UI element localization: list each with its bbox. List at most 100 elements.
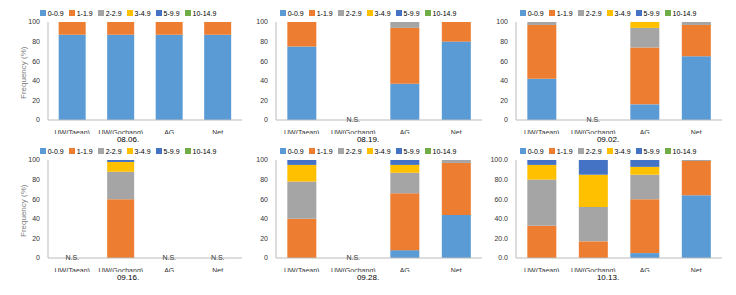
html-text:0-0.9: 0-0.9 [47,9,64,17]
svg-text:80: 80 [32,176,40,183]
svg-text:AG: AG [400,267,410,272]
html-text:1-1.9: 1-1.9 [76,9,93,17]
svg-text:100.0: 100.0 [490,156,508,163]
svg-text:20: 20 [32,97,40,104]
svg-text:40: 40 [500,77,508,84]
svg-text:UW(Taean): UW(Taean) [524,129,559,134]
svg-text:UW(Taean): UW(Taean) [284,267,319,272]
svg-text:80: 80 [32,38,40,45]
html-text:1-1.9: 1-1.9 [316,9,333,17]
svg-text:N.S.: N.S. [162,254,176,261]
svg-text:100: 100 [256,18,268,25]
svg-text:AG: AG [640,129,650,134]
svg-text:Net: Net [451,129,462,134]
svg-text:UW(Taean): UW(Taean) [55,129,90,134]
svg-text:N.S.: N.S. [586,116,600,123]
svg-text:40: 40 [32,215,40,222]
svg-text:0: 0 [504,116,508,123]
svg-text:60: 60 [32,58,40,65]
svg-text:40.0: 40.0 [494,215,508,222]
html-text:3-4.9: 3-4.9 [374,9,391,17]
svg-text:UW(Gochang): UW(Gochang) [331,267,376,272]
svg-text:60: 60 [260,58,268,65]
html-text:09.02.: 09.02. [596,135,620,144]
svg-text:N.S.: N.S. [346,254,360,261]
svg-text:UW(Gochang): UW(Gochang) [98,267,143,272]
html-text:08.19.: 08.19. [356,135,380,144]
html-text:2-2.9: 2-2.9 [105,147,122,155]
svg-text:Frequency (%): Frequency (%) [19,46,28,99]
html-text:10-14.9: 10-14.9 [192,9,217,17]
svg-text:40: 40 [260,77,268,84]
svg-text:UW(Gochang): UW(Gochang) [331,129,376,134]
svg-text:UW(Taean): UW(Taean) [284,129,319,134]
svg-text:Frequency (%): Frequency (%) [19,184,28,237]
html-text:0-0.9: 0-0.9 [47,147,64,155]
svg-text:0: 0 [264,254,268,261]
svg-text:AG: AG [640,267,650,272]
svg-text:UW(Gochang): UW(Gochang) [98,129,143,134]
svg-text:60.0: 60.0 [494,196,508,203]
html-text:3-4.9: 3-4.9 [134,147,151,155]
html-text:09.16.: 09.16. [116,273,140,282]
svg-text:20: 20 [260,97,268,104]
html-text:0-0.9: 0-0.9 [287,9,304,17]
svg-text:80: 80 [260,38,268,45]
svg-text:60: 60 [260,196,268,203]
svg-text:N.S.: N.S. [65,254,79,261]
svg-text:AG: AG [164,267,174,272]
svg-text:Net: Net [451,267,462,272]
svg-text:100: 100 [28,156,40,163]
svg-text:100: 100 [28,18,40,25]
svg-text:Net: Net [691,129,702,134]
svg-text:UW(Taean): UW(Taean) [524,267,559,272]
svg-text:0: 0 [36,254,40,261]
html-text:1-1.9: 1-1.9 [316,147,333,155]
html-text:08.06.: 08.06. [116,135,140,144]
svg-text:20: 20 [500,97,508,104]
svg-text:UW(Taean): UW(Taean) [55,267,90,272]
html-text:0-0.9: 0-0.9 [527,9,544,17]
svg-text:40: 40 [32,77,40,84]
svg-text:20: 20 [32,235,40,242]
svg-text:100: 100 [496,18,508,25]
html-text:1-1.9: 1-1.9 [556,9,573,17]
html-text:2-2.9: 2-2.9 [105,9,122,17]
svg-text:AG: AG [164,129,174,134]
html-text:5-9.9: 5-9.9 [403,9,420,17]
html-text:5-9.9: 5-9.9 [163,147,180,155]
html-text:3-4.9: 3-4.9 [614,9,631,17]
html-text:1-1.9: 1-1.9 [76,147,93,155]
html-text:2-2.9: 2-2.9 [585,9,602,17]
html-text:0-0.9: 0-0.9 [287,147,304,155]
svg-text:40: 40 [260,215,268,222]
svg-text:Net: Net [691,267,702,272]
html-text:10.13.: 10.13. [596,273,620,282]
svg-text:UW(Gochang): UW(Gochang) [571,267,616,272]
svg-text:0: 0 [36,116,40,123]
svg-text:Net: Net [212,267,223,272]
html-text:10-14.9: 10-14.9 [672,9,697,17]
html-text:09.28.: 09.28. [356,273,380,282]
svg-text:N.S.: N.S. [346,116,360,123]
svg-text:80.0: 80.0 [494,176,508,183]
svg-text:60: 60 [500,58,508,65]
html-text:10-14.9: 10-14.9 [192,147,217,155]
html-text:3-4.9: 3-4.9 [134,9,151,17]
svg-text:0.0: 0.0 [498,254,508,261]
svg-text:100: 100 [256,156,268,163]
svg-text:20.0: 20.0 [494,235,508,242]
svg-text:UW(Gochang): UW(Gochang) [571,129,616,134]
svg-text:80: 80 [260,176,268,183]
svg-text:Net: Net [212,129,223,134]
html-text:2-2.9: 2-2.9 [345,9,362,17]
svg-text:0: 0 [264,116,268,123]
html-text:5-9.9: 5-9.9 [163,9,180,17]
svg-text:80: 80 [500,38,508,45]
svg-text:AG: AG [400,129,410,134]
html-text:5-9.9: 5-9.9 [643,9,660,17]
svg-text:60: 60 [32,196,40,203]
html-text:10-14.9: 10-14.9 [432,9,457,17]
svg-text:N.S.: N.S. [211,254,225,261]
svg-text:20: 20 [260,235,268,242]
